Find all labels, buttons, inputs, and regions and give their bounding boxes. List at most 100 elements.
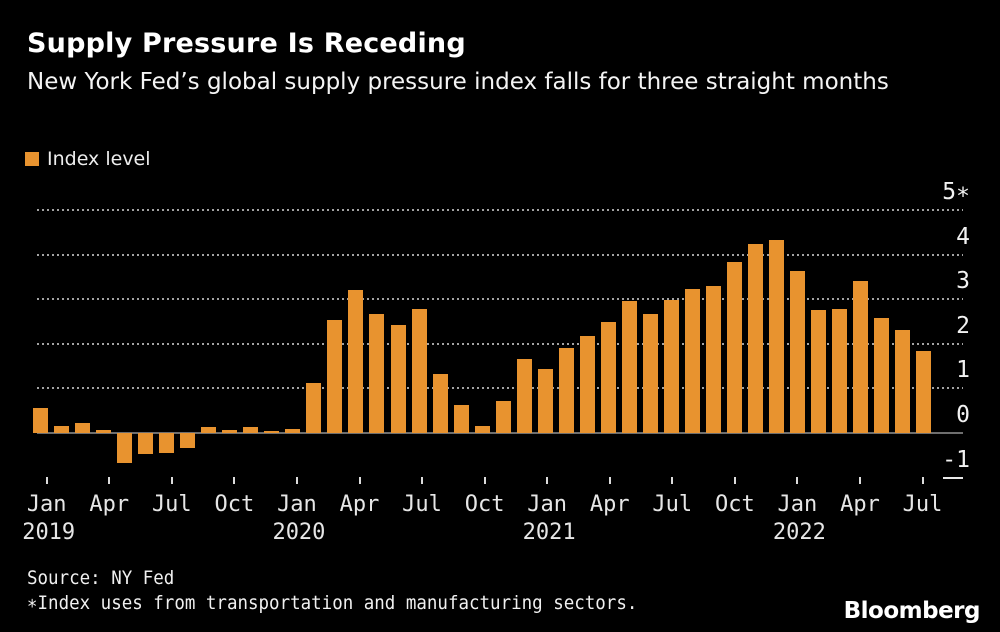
bar <box>222 429 238 433</box>
bar <box>348 289 364 433</box>
x-axis-year-label: 2022 <box>772 520 826 545</box>
bar <box>327 320 343 433</box>
x-axis-tick <box>108 477 111 484</box>
bar <box>621 301 637 433</box>
y-gridline <box>37 209 963 212</box>
x-axis-month-label: Oct <box>214 492 255 517</box>
bar <box>705 285 721 433</box>
zero-axis-line <box>37 432 963 434</box>
bar <box>264 430 280 433</box>
y-gridline <box>37 298 963 301</box>
bar <box>600 321 616 433</box>
bar <box>663 300 679 433</box>
legend-label: Index level <box>47 148 151 170</box>
bar <box>874 317 890 433</box>
x-axis-month-label: Apr <box>89 492 130 517</box>
x-axis-tick <box>421 477 424 484</box>
bar <box>75 423 91 433</box>
bar <box>306 383 322 433</box>
x-axis-month-label: Jan <box>277 492 317 517</box>
y-axis-label: 5∗ <box>942 179 970 206</box>
x-axis-tick <box>45 477 48 484</box>
bar <box>180 433 196 449</box>
bar <box>558 347 574 433</box>
bar <box>832 308 848 433</box>
bar <box>390 325 406 433</box>
chart-subtitle: New York Fed’s global supply pressure in… <box>27 69 889 95</box>
bar <box>853 281 869 433</box>
chart-title: Supply Pressure Is Receding <box>27 28 466 59</box>
x-axis-tick <box>671 477 674 484</box>
y-axis-label: 0 <box>956 402 970 428</box>
y-gridline <box>37 342 963 345</box>
bloomberg-logo: Bloomberg <box>843 598 981 624</box>
x-axis-month-label: Jul <box>151 492 192 517</box>
bar <box>516 359 532 433</box>
x-axis-tick <box>546 477 549 484</box>
x-axis-year-label: 2019 <box>22 520 76 545</box>
x-axis-tick <box>233 477 236 484</box>
bar <box>96 430 112 433</box>
bar <box>243 427 259 433</box>
x-axis-tick <box>733 477 736 484</box>
bar <box>285 428 301 433</box>
y-axis-label: 2 <box>956 312 970 339</box>
x-axis-tick <box>170 477 173 484</box>
y-axis-label: 3 <box>956 268 970 295</box>
y-gridline <box>37 253 963 256</box>
source-line: Source: NY Fed <box>27 567 175 589</box>
x-axis-tick <box>796 477 799 484</box>
x-axis-year-label: 2020 <box>272 520 326 545</box>
x-axis-tick <box>608 477 611 484</box>
x-axis-month-label: Apr <box>339 492 380 517</box>
bar <box>726 261 742 433</box>
x-axis-tick <box>921 477 924 484</box>
x-axis-tick <box>858 477 861 484</box>
y-gridline <box>37 387 963 390</box>
bar <box>117 433 133 464</box>
bar <box>811 309 827 433</box>
x-axis-month-label: Apr <box>840 492 880 517</box>
bar <box>748 243 764 433</box>
bar <box>411 308 427 433</box>
bar <box>895 329 911 433</box>
bar <box>201 427 217 433</box>
bar <box>495 400 511 433</box>
bar <box>54 426 70 433</box>
x-axis-month-label: Jan <box>777 492 818 517</box>
bar <box>159 433 175 454</box>
x-axis-tick <box>358 477 361 484</box>
y-axis-label: 4 <box>956 223 970 250</box>
bar <box>138 433 154 455</box>
x-axis-year-label: 2021 <box>522 520 576 545</box>
bar <box>369 314 385 433</box>
footnote-line: ∗Index uses from transportation and manu… <box>27 592 638 614</box>
bar <box>537 369 553 433</box>
bar <box>33 408 48 433</box>
bar <box>474 426 490 433</box>
bar <box>684 288 700 433</box>
x-axis-month-label: Oct <box>464 492 505 517</box>
bar <box>642 313 658 433</box>
legend-swatch-icon <box>25 152 39 166</box>
minus-one-tick <box>943 476 963 479</box>
y-axis-label: 1 <box>956 357 970 384</box>
x-axis-month-label: Jul <box>402 492 442 517</box>
x-axis-month-label: Jan <box>26 492 67 517</box>
x-axis-month-label: Apr <box>589 492 630 517</box>
x-axis-tick <box>295 477 298 484</box>
x-axis-month-label: Oct <box>714 492 755 517</box>
bar <box>769 239 785 433</box>
bar <box>579 336 595 433</box>
bar <box>916 351 932 433</box>
bar <box>432 373 448 433</box>
x-axis-month-label: Jan <box>527 492 568 517</box>
y-axis-label: -1 <box>942 446 970 473</box>
x-axis-month-label: Jul <box>902 492 943 517</box>
x-axis-tick <box>483 477 486 484</box>
x-axis-month-label: Jul <box>652 492 693 517</box>
bar <box>453 405 469 433</box>
bar <box>790 270 806 433</box>
